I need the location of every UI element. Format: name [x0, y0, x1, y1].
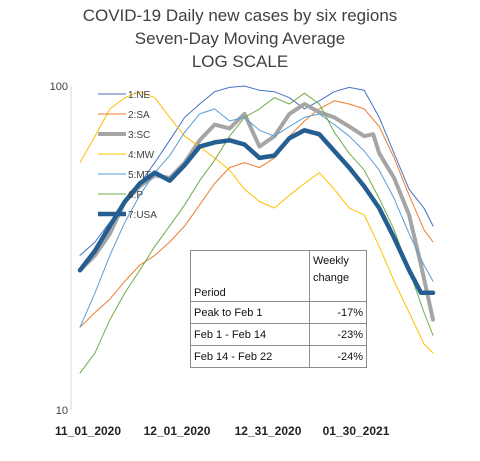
x-tick-label: 01_30_2021: [323, 424, 390, 438]
table-cell-change: -23%: [309, 323, 367, 346]
legend-label: 5:MT: [128, 170, 151, 181]
table-header-row: Period Weekly change: [190, 250, 367, 302]
x-tick-label: 12_31_2020: [235, 424, 302, 438]
legend-label: 1:NE: [128, 90, 151, 101]
series-line-3sc: [78, 102, 435, 322]
table-cell-period: Peak to Feb 1: [190, 301, 310, 324]
table-row: Peak to Feb 1 -17%: [190, 301, 367, 324]
table-row: Feb 14 - Feb 22 -24%: [190, 345, 367, 368]
series-line-4mw: [79, 91, 434, 354]
table-cell-period: Feb 14 - Feb 22: [190, 345, 310, 368]
legend-label: 3:SC: [128, 130, 150, 141]
table-header-change: Weekly change: [309, 250, 367, 302]
legend-label: 6:P: [128, 190, 143, 201]
series-line-2sa: [79, 100, 434, 328]
x-tick-label: 12_01_2020: [144, 424, 211, 438]
table-cell-change: -24%: [309, 345, 367, 368]
legend-label: 4:MW: [128, 150, 155, 161]
chart-title-line-2: Seven-Day Moving Average: [134, 29, 346, 48]
series-line-6p: [79, 92, 434, 374]
period-change-table: Period Weekly change Peak to Feb 1 -17% F…: [190, 250, 367, 368]
y-tick-label: 100: [50, 81, 68, 93]
legend-label: 7:USA: [128, 210, 157, 221]
series-line-7usa: [77, 128, 436, 296]
table-header-change-line-2: change: [313, 272, 350, 284]
table-cell-period: Feb 1 - Feb 14: [190, 323, 310, 346]
table-row: Feb 1 - Feb 14 -23%: [190, 323, 367, 346]
chart-title-line-3: LOG SCALE: [191, 52, 289, 71]
table-cell-change: -17%: [309, 301, 367, 324]
y-tick-label: 10: [56, 405, 68, 417]
table-header-change-line-1: Weekly: [313, 255, 349, 267]
x-tick-label: 11_01_2020: [55, 424, 121, 438]
chart-title-line-1: COVID-19 Daily new cases by six regions: [82, 6, 398, 25]
legend-label: 2:SA: [128, 110, 150, 121]
series-line-5mt: [79, 108, 434, 328]
table-header-period: Period: [190, 250, 310, 302]
